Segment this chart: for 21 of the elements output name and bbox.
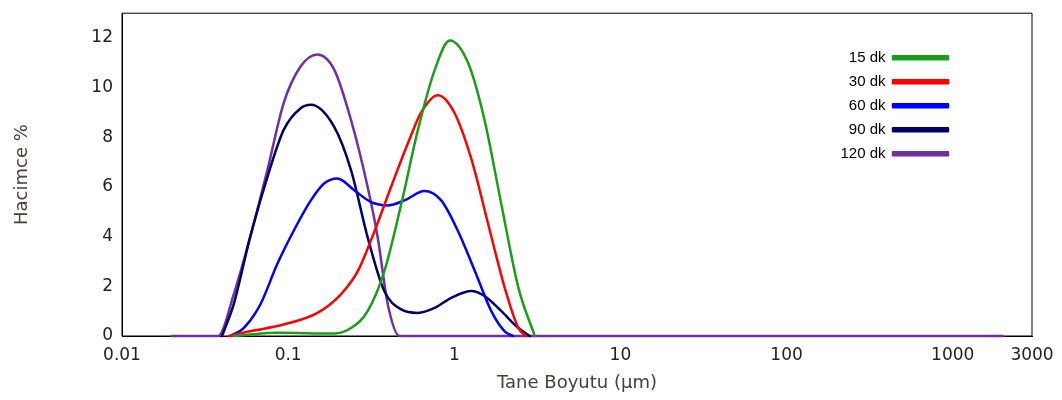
x-tick-label: 10 — [609, 343, 632, 364]
y-tick-label: 4 — [102, 225, 113, 246]
y-tick-label: 2 — [102, 274, 113, 295]
legend-label: 15 dk — [848, 47, 886, 65]
y-tick-label: 10 — [91, 76, 113, 97]
legend-label: 30 dk — [848, 71, 886, 89]
legend-label: 90 dk — [848, 119, 886, 137]
legend-label: 60 dk — [848, 95, 886, 113]
x-tick-label: 100 — [770, 343, 803, 364]
x-axis-title: Tane Boyutu (µm) — [496, 370, 657, 392]
y-tick-label: 8 — [102, 125, 113, 146]
x-tick-label: 1 — [448, 343, 460, 364]
x-tick-label: 1000 — [931, 343, 975, 364]
y-tick-label: 0 — [102, 324, 113, 345]
x-tick-label: 0.01 — [103, 343, 141, 364]
x-tick-label: 3000 — [1010, 343, 1054, 364]
y-tick-label: 12 — [91, 26, 113, 47]
legend-label: 120 dk — [840, 143, 886, 161]
x-tick-label: 0.1 — [274, 343, 302, 364]
y-tick-label: 6 — [102, 175, 113, 196]
y-axis-title: Hacimce % — [10, 124, 32, 225]
